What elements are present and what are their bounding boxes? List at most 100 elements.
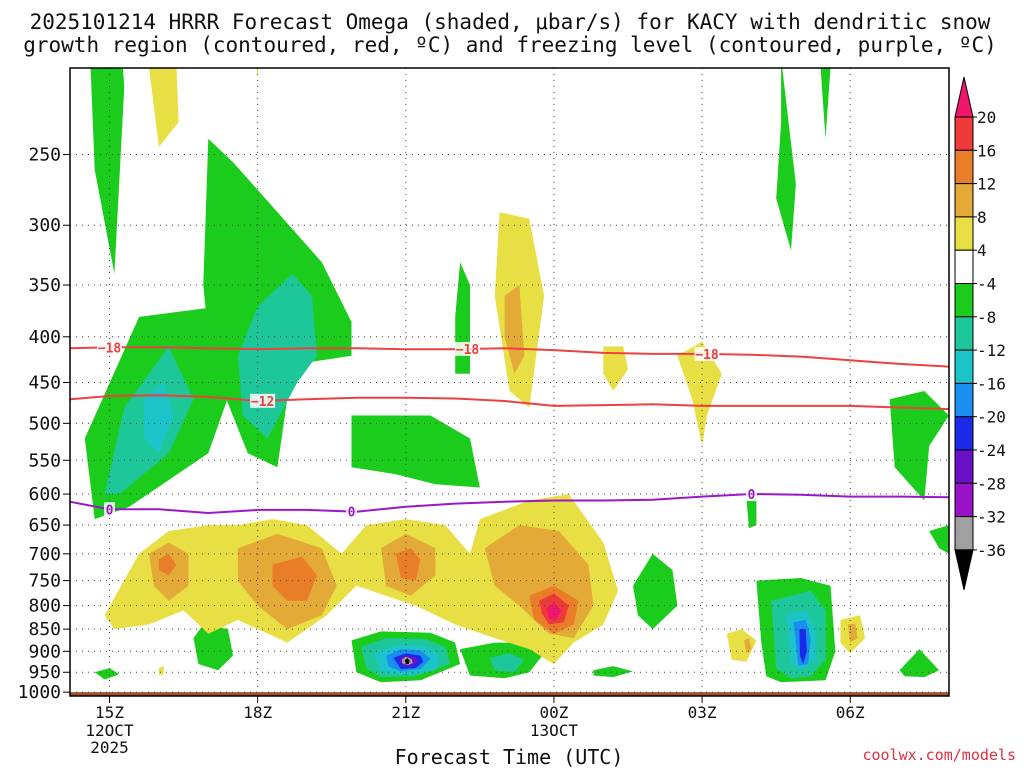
colorbar-label-7: -12 [977, 341, 1006, 360]
x-tick-label-18Z: 18Z [243, 703, 272, 722]
omega-region-26 [776, 68, 796, 251]
colorbar-label-0: 20 [977, 108, 996, 127]
x-tick-sublabel-15Z-0: 12OCT [85, 721, 134, 740]
colorbar-label-12: -32 [977, 508, 1006, 527]
freezing-level-label-bg-1 [345, 504, 357, 519]
omega-region-38 [677, 341, 722, 446]
omega-region-39 [104, 494, 619, 664]
omega-region-44 [158, 553, 177, 576]
omega-region-28 [746, 497, 757, 529]
freezing-level-label-bg-2 [745, 487, 757, 502]
colorbar-label-2: 12 [977, 175, 996, 194]
colorbar-swatch-11 [954, 449, 974, 484]
y-tick-label-350: 350 [28, 275, 61, 296]
colorbar-label-4: 4 [977, 241, 987, 260]
colorbar-label-6: -8 [977, 308, 996, 327]
colorbar-label-3: 8 [977, 208, 987, 227]
colorbar-swatch-6 [954, 283, 974, 318]
colorbar-label-8: -16 [977, 374, 1006, 393]
colorbar-label-11: -28 [977, 474, 1006, 493]
omega-region-51 [744, 638, 752, 654]
y-tick-label-450: 450 [28, 372, 61, 393]
omega-region-18 [489, 653, 525, 673]
freezing-level-label-0: 0 [106, 503, 114, 518]
colorbar-swatch-12 [954, 482, 974, 518]
omega-region-46 [395, 548, 421, 581]
y-tick-label-250: 250 [28, 145, 61, 166]
colorbar-bottom-arrow [954, 549, 974, 591]
omega-region-37 [603, 346, 628, 391]
colorbar-label-10: -24 [977, 441, 1006, 460]
colorbar-label-9: -20 [977, 408, 1006, 427]
omega-region-19 [593, 666, 633, 678]
freezing-level-label-1: 0 [348, 506, 356, 521]
pressure-axis: 2503003504004505005506006507007508008509… [18, 145, 70, 703]
dgz-minus12-line [70, 394, 949, 411]
omega-region-6 [351, 415, 480, 488]
freezing-level-label-bg-0 [104, 502, 116, 517]
x-tick-sublabel-15Z-1: 2025 [90, 738, 129, 757]
colorbar-swatch-10 [954, 416, 974, 451]
y-tick-label-550: 550 [28, 450, 61, 471]
omega-region-3 [144, 382, 174, 454]
ground-terrain [70, 692, 949, 696]
omega-region-36 [504, 285, 525, 374]
colorbar-legend: 20 16 12 8 4 -4 -8 -12 -16 -20 -24 -28 -32 -36 [954, 76, 1006, 591]
omega-region-30 [929, 525, 949, 554]
y-tick-label-650: 650 [28, 515, 61, 536]
colorbar-label-1: 16 [977, 141, 996, 160]
dgz-minus12-label-0: −12 [251, 395, 274, 410]
y-tick-label-500: 500 [28, 413, 61, 434]
omega-region-31 [899, 649, 940, 678]
colorbar-swatch-2 [954, 149, 974, 185]
dgz-minus18-label-1: −18 [456, 343, 480, 358]
chart-title-line2: growth region (contoured, red, ºC) and f… [23, 33, 997, 57]
omega-region-50 [726, 629, 757, 662]
dgz-minus18-label-bg-0 [97, 340, 123, 355]
ground-fill [70, 692, 949, 696]
dgz-minus18-label-0: −18 [98, 341, 122, 356]
dgz-minus18-label-bg-1 [455, 341, 481, 356]
temperature-contours: −18 −18 −18 −12 0 0 0 [70, 340, 949, 521]
omega-region-32 [94, 668, 120, 680]
y-tick-label-600: 600 [28, 484, 61, 505]
colorbar-swatch-13 [954, 516, 974, 551]
colorbar-swatch-1 [954, 116, 974, 151]
x-tick-label-06Z: 06Z [836, 703, 865, 722]
colorbar-swatch-4 [954, 216, 974, 251]
colorbar-swatch-8 [954, 349, 974, 384]
y-tick-label-700: 700 [28, 544, 61, 565]
omega-region-33 [149, 68, 179, 147]
colorbar-label-13: -36 [977, 541, 1006, 560]
colorbar-label-5: -4 [977, 275, 996, 294]
x-axis-label: Forecast Time (UTC) [395, 745, 624, 768]
y-tick-label-800: 800 [28, 596, 61, 617]
dgz-minus18-label-2: −18 [695, 348, 719, 363]
omega-region-45 [272, 556, 317, 601]
dgz-minus18-label-bg-2 [694, 346, 720, 361]
omega-region-29 [889, 391, 949, 501]
omega-region-34 [256, 68, 259, 78]
omega-region-54 [158, 666, 164, 676]
freezing-level-line [70, 492, 949, 515]
omega-region-8 [193, 624, 233, 671]
colorbar-top-arrow [954, 76, 974, 118]
x-tick-label-15Z: 15Z [95, 703, 124, 722]
y-tick-label-300: 300 [28, 215, 61, 236]
y-tick-label-400: 400 [28, 327, 61, 348]
omega-region-53 [847, 623, 858, 643]
colorbar-swatch-7 [954, 316, 974, 351]
credit-link[interactable]: coolwx.com/models [862, 746, 1016, 764]
x-tick-label-21Z: 21Z [391, 703, 420, 722]
dgz-minus12-label-bg-0 [250, 393, 276, 408]
omega-shading [84, 68, 949, 683]
x-tick-label-00Z: 00Z [539, 703, 568, 722]
omega-region-20 [633, 553, 678, 630]
y-tick-label-1000: 1000 [18, 682, 61, 703]
freezing-level-label-2: 0 [748, 488, 756, 503]
omega-region-0 [90, 68, 125, 274]
colorbar-swatch-3 [954, 183, 974, 218]
